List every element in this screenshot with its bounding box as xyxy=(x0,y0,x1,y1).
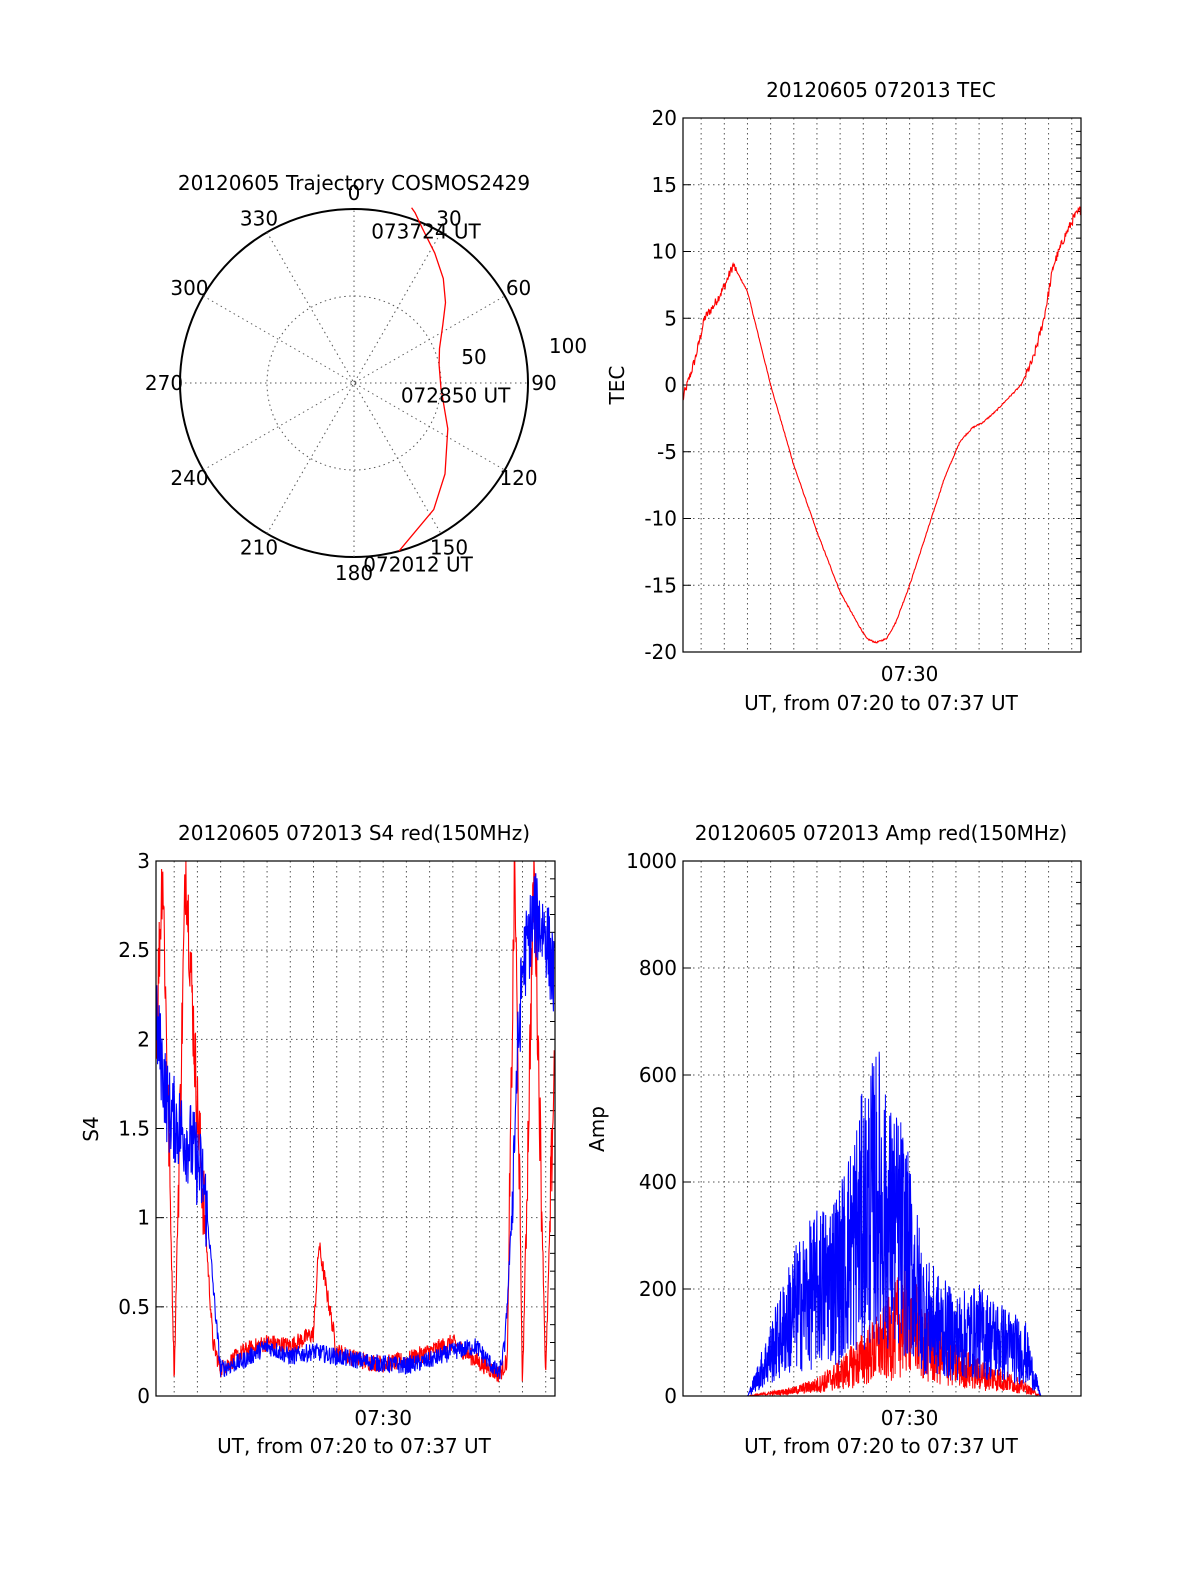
tec-xlabel: UT, from 07:20 to 07:37 UT xyxy=(744,691,1019,715)
satellite-trajectory-line xyxy=(398,207,449,552)
y-tick-label: 0 xyxy=(664,373,677,397)
y-tick-label: 5 xyxy=(664,306,677,330)
y-tick-label: 1.5 xyxy=(118,1117,150,1141)
y-tick-label: -5 xyxy=(657,440,677,464)
s4-xlabel: UT, from 07:20 to 07:37 UT xyxy=(217,1434,492,1458)
y-tick-label: -20 xyxy=(644,640,677,664)
y-tick-label: 200 xyxy=(639,1277,677,1301)
polar-spoke xyxy=(266,232,442,534)
polar-azimuth-label: 210 xyxy=(240,536,278,560)
amp-xlabel: UT, from 07:20 to 07:37 UT xyxy=(744,1434,1019,1458)
y-tick-label: 0 xyxy=(137,1384,150,1408)
tec-axes: -20 -15 -10 -5 0 5 10 15 20 07:30 xyxy=(644,106,1082,686)
series-line xyxy=(683,1051,1081,1396)
polar-radius-label: 50 xyxy=(461,345,486,369)
series-line xyxy=(683,206,1081,644)
polar-spoke xyxy=(203,295,505,471)
polar-azimuth-label: 300 xyxy=(170,276,208,300)
y-tick-label: 20 xyxy=(652,106,677,130)
trajectory-annotations: 073724 UT 072850 UT 072012 UT xyxy=(363,219,511,576)
y-tick-label: 1 xyxy=(137,1206,150,1230)
trajectory-time-label: 072850 UT xyxy=(401,384,511,408)
series-line xyxy=(156,873,555,1380)
plot-frame xyxy=(155,860,556,1397)
y-tick-label: 400 xyxy=(639,1170,677,1194)
s4-ylabel: S4 xyxy=(79,1116,103,1141)
plot-frame xyxy=(682,860,1082,1397)
y-tick-label: 15 xyxy=(652,173,677,197)
y-tick-label: 2 xyxy=(137,1027,150,1051)
polar-labels: 0 30 60 90 120 150 180 210 240 270 300 330 50 100 xyxy=(145,181,587,585)
y-tick-label: -10 xyxy=(644,507,677,531)
y-tick-label: -15 xyxy=(644,573,677,597)
y-tick-label: 1000 xyxy=(626,849,677,873)
y-tick-label: 800 xyxy=(639,956,677,980)
tec-ylabel: TEC xyxy=(605,366,629,406)
x-tick-label: 07:30 xyxy=(354,1406,412,1430)
y-tick-label: 0.5 xyxy=(118,1295,150,1319)
x-tick-label: 07:30 xyxy=(881,1406,939,1430)
amp-axes: 0 200 400 600 800 1000 07:30 xyxy=(626,849,1082,1430)
polar-azimuth-label: 180 xyxy=(335,561,373,585)
polar-trajectory-plot: 20120605 Trajectory COSMOS2429 0 30 60 90 12… xyxy=(145,171,587,585)
series-line xyxy=(156,861,555,1383)
s4-plot: 20120605 072013 S4 red(150MHz) S4 UT, fr… xyxy=(79,821,556,1458)
amp-plot: 20120605 072013 Amp red(150MHz) Amp UT, … xyxy=(585,821,1082,1458)
polar-azimuth-label: 30 xyxy=(436,206,461,230)
y-tick-label: 3 xyxy=(137,849,150,873)
polar-azimuth-label: 0 xyxy=(348,181,361,205)
tec-plot: 20120605 072013 TEC TEC UT, from 07:20 t… xyxy=(605,78,1082,715)
s4-title: 20120605 072013 S4 red(150MHz) xyxy=(178,821,530,845)
polar-azimuth-label: 120 xyxy=(499,466,537,490)
polar-azimuth-label: 60 xyxy=(506,276,531,300)
polar-azimuth-label: 330 xyxy=(240,206,278,230)
polar-title: 20120605 Trajectory COSMOS2429 xyxy=(178,171,530,195)
polar-azimuth-label: 150 xyxy=(430,536,468,560)
plot-frame xyxy=(682,117,1082,653)
polar-azimuth-label: 240 xyxy=(170,466,208,490)
y-tick-label: 600 xyxy=(639,1063,677,1087)
polar-radius-label: 100 xyxy=(549,334,587,358)
polar-azimuth-label: 270 xyxy=(145,371,183,395)
y-tick-label: 10 xyxy=(652,240,677,264)
x-tick-label: 07:30 xyxy=(881,662,939,686)
polar-spoke xyxy=(203,295,505,471)
amp-title: 20120605 072013 Amp red(150MHz) xyxy=(695,821,1067,845)
tec-title: 20120605 072013 TEC xyxy=(766,78,996,102)
s4-axes: 0 0.5 1 1.5 2 2.5 3 07:30 xyxy=(118,849,556,1430)
polar-spoke xyxy=(266,232,442,534)
y-tick-label: 2.5 xyxy=(118,938,150,962)
polar-azimuth-label: 90 xyxy=(531,371,556,395)
amp-ylabel: Amp xyxy=(585,1106,609,1152)
y-tick-label: 0 xyxy=(664,1384,677,1408)
trajectory-time-label: 073724 UT xyxy=(371,219,481,243)
trajectory-time-label: 072012 UT xyxy=(363,552,473,576)
